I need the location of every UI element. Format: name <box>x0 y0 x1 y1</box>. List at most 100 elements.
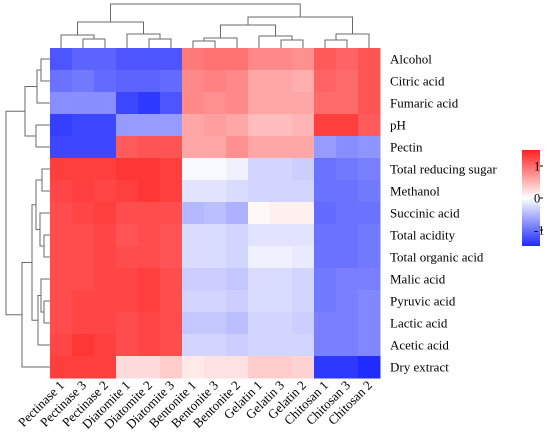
heatmap-cell <box>314 114 337 137</box>
heatmap-cell <box>50 114 73 137</box>
heatmap-cell <box>248 334 271 357</box>
heatmap-cell <box>116 202 139 225</box>
heatmap-cell <box>292 158 315 181</box>
heatmap-cell <box>138 202 161 225</box>
heatmap-cell <box>314 290 337 313</box>
heatmap-cell <box>314 158 337 181</box>
heatmap-cell <box>314 334 337 357</box>
heatmap-cell <box>204 158 227 181</box>
heatmap-cell <box>270 268 293 291</box>
heatmap-cell <box>204 290 227 313</box>
heatmap-cell <box>358 136 381 159</box>
heatmap-cell <box>248 290 271 313</box>
heatmap-cell <box>138 246 161 269</box>
dendrogram-branch <box>60 34 95 48</box>
dendrogram-branch <box>82 38 106 48</box>
heatmap-cell <box>94 70 117 93</box>
heatmap-cell <box>116 246 139 269</box>
heatmap-cell <box>358 48 381 71</box>
heatmap-cell <box>292 70 315 93</box>
heatmap-cell <box>204 246 227 269</box>
heatmap-cell <box>248 246 271 269</box>
heatmap-cell <box>94 312 117 335</box>
heatmap-cell <box>204 224 227 247</box>
heatmap-cell <box>94 268 117 291</box>
dendrogram-branch <box>77 21 144 35</box>
heatmap-cell <box>226 158 249 181</box>
heatmap-cell <box>314 92 337 115</box>
heatmap-cell <box>358 92 381 115</box>
heatmap-cell <box>182 70 205 93</box>
heatmap-cell <box>226 246 249 269</box>
row-label: Alcohol <box>390 52 432 67</box>
heatmap-cell <box>160 290 183 313</box>
heatmap-cell <box>160 158 183 181</box>
heatmap-cell <box>94 224 117 247</box>
heatmap-cell <box>116 312 139 335</box>
row-label: Succinic acid <box>390 206 460 221</box>
heatmap-cell <box>72 312 95 335</box>
heatmap-cell <box>336 334 359 357</box>
heatmap-cell <box>204 180 227 203</box>
heatmap-cell <box>50 202 73 225</box>
heatmap-cell <box>336 202 359 225</box>
heatmap-cell <box>116 136 139 159</box>
heatmap-cell <box>72 180 95 203</box>
heatmap-cell <box>72 136 95 159</box>
heatmap-cell <box>182 290 205 313</box>
heatmap-cell <box>248 312 271 335</box>
heatmap-cell <box>160 356 183 379</box>
heatmap-cell <box>226 224 249 247</box>
heatmap-cell <box>138 268 161 291</box>
row-label: Fumaric acid <box>390 96 459 111</box>
heatmap-cell <box>138 114 161 137</box>
heatmap-cell <box>160 136 183 159</box>
heatmap-cell <box>248 114 271 137</box>
heatmap-cell <box>358 180 381 203</box>
heatmap-cell <box>248 92 271 115</box>
heatmap-cell <box>116 48 139 71</box>
heatmap-cell <box>182 202 205 225</box>
heatmap-cell <box>292 202 315 225</box>
heatmap-cell <box>226 114 249 137</box>
heatmap-cell <box>160 48 183 71</box>
heatmap-cell <box>94 136 117 159</box>
row-label: Dry extract <box>390 360 449 375</box>
heatmap-cell <box>182 114 205 137</box>
heatmap-cell <box>270 224 293 247</box>
dendrogram-branch <box>39 212 50 247</box>
heatmap-cell <box>358 312 381 335</box>
dendrogram-branch <box>43 234 50 258</box>
heatmap-cell <box>226 334 249 357</box>
heatmap-cell <box>116 92 139 115</box>
heatmap-cell <box>270 312 293 335</box>
heatmap-cell <box>50 180 73 203</box>
heatmap-cell <box>50 70 73 93</box>
color-legend-tick-label: -1 <box>534 224 544 238</box>
heatmap-cell <box>94 246 117 269</box>
heatmap-cell <box>292 290 315 313</box>
heatmap-cell <box>138 312 161 335</box>
heatmap-cell <box>336 48 359 71</box>
heatmap-cell <box>336 268 359 291</box>
heatmap-cell <box>116 180 139 203</box>
heatmap-cell <box>94 202 117 225</box>
heatmap-cell <box>314 70 337 93</box>
heatmap-cell <box>336 114 359 137</box>
heatmap-cell <box>182 246 205 269</box>
heatmap-cell <box>292 136 315 159</box>
heatmap-cell <box>72 158 95 181</box>
heatmap-cell <box>292 224 315 247</box>
heatmap-cell <box>50 334 73 357</box>
dendrogram-branch <box>126 33 161 48</box>
heatmap-cell <box>292 312 315 335</box>
heatmap-cell <box>336 158 359 181</box>
heatmap-cell <box>292 356 315 379</box>
heatmap-cells <box>50 48 381 379</box>
heatmap-cell <box>226 48 249 71</box>
dendrogram-branch <box>148 38 172 48</box>
heatmap-cell <box>94 180 117 203</box>
heatmap-cell <box>50 224 73 247</box>
heatmap-cell <box>358 158 381 181</box>
